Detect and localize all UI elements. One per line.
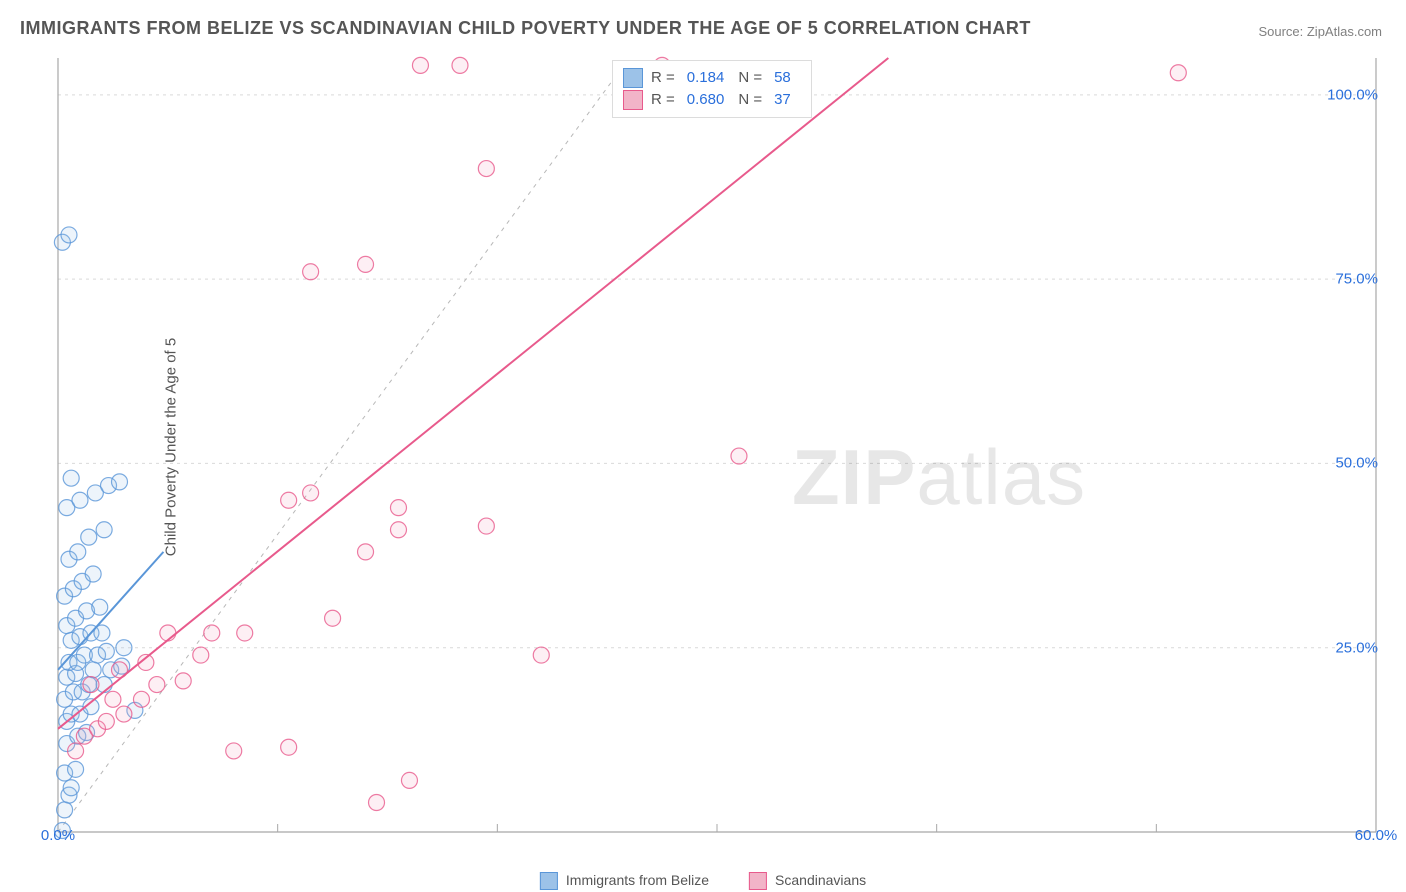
series-legend-item: Immigrants from Belize [540,872,709,890]
scatter-plot: Child Poverty Under the Age of 5 ZIPatla… [52,52,1382,842]
series-legend-label: Immigrants from Belize [566,872,709,888]
legend-swatch [540,872,558,890]
r-value: 0.184 [687,67,725,89]
n-value: 37 [774,89,791,111]
r-value: 0.680 [687,89,725,111]
y-axis-label: Child Poverty Under the Age of 5 [163,338,180,556]
y-tick-label: 100.0% [1327,86,1378,103]
r-label: R = [651,67,675,89]
y-tick-label: 25.0% [1335,639,1378,656]
legend-swatch [623,90,643,110]
x-tick-label: 60.0% [1355,827,1398,844]
chart-title: IMMIGRANTS FROM BELIZE VS SCANDINAVIAN C… [20,18,1031,39]
r-label: R = [651,89,675,111]
series-legend-label: Scandinavians [775,872,866,888]
source-credit: Source: ZipAtlas.com [1258,24,1382,39]
series-legend: Immigrants from Belize Scandinavians [540,872,866,890]
legend-swatch [749,872,767,890]
stats-legend-row: R = 0.680 N = 37 [623,89,797,111]
y-tick-label: 75.0% [1335,271,1378,288]
n-value: 58 [774,67,791,89]
x-tick-label: 0.0% [41,827,75,844]
stats-legend-row: R = 0.184 N = 58 [623,67,797,89]
n-label: N = [738,67,762,89]
series-legend-item: Scandinavians [749,872,866,890]
stats-legend: R = 0.184 N = 58 R = 0.680 N = 37 [612,60,812,118]
n-label: N = [738,89,762,111]
legend-swatch [623,68,643,88]
plot-canvas [52,52,1382,842]
y-tick-label: 50.0% [1335,455,1378,472]
